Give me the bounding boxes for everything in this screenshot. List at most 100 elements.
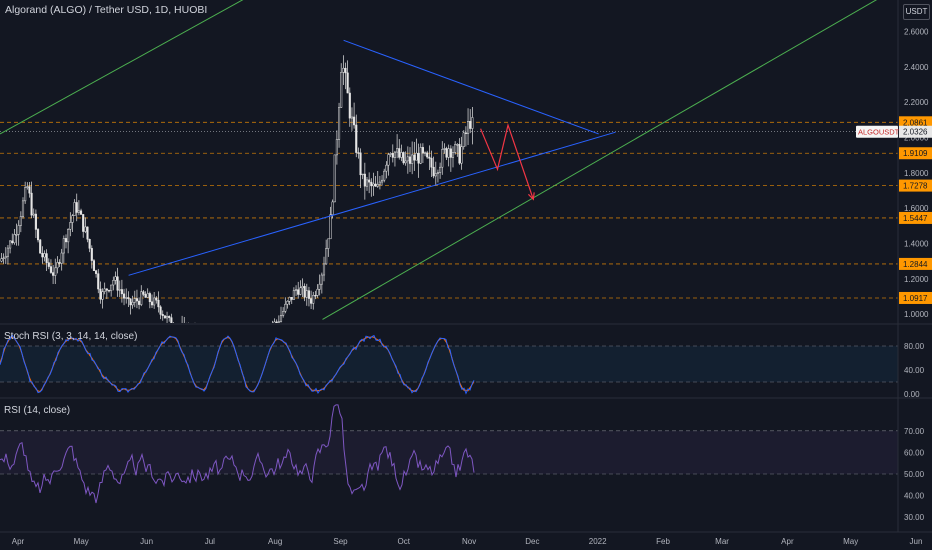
candle xyxy=(47,262,50,267)
candle xyxy=(179,330,181,331)
candle xyxy=(434,173,437,177)
candle xyxy=(275,321,278,323)
candle xyxy=(378,181,381,185)
time-tick-label: Apr xyxy=(781,537,794,546)
candle xyxy=(64,238,68,243)
candle xyxy=(441,149,444,168)
candle xyxy=(170,317,173,323)
current-price-label: 2.0326 xyxy=(903,128,928,137)
candle xyxy=(120,289,123,295)
candle xyxy=(292,290,295,300)
currency-button[interactable]: USDT xyxy=(903,4,930,20)
candle xyxy=(131,301,134,306)
candle xyxy=(129,298,132,306)
candle xyxy=(267,333,269,334)
candle xyxy=(273,321,276,323)
time-tick-label: May xyxy=(74,537,89,546)
level-badge xyxy=(899,291,932,304)
stoch-tick-label: 80.00 xyxy=(904,342,925,351)
candle xyxy=(211,338,213,345)
level-badge-label: 1.7278 xyxy=(903,182,928,191)
level-badge xyxy=(899,147,932,160)
projection-arrowhead xyxy=(527,192,535,201)
candle xyxy=(34,213,37,230)
candle xyxy=(17,225,20,235)
candle xyxy=(436,172,439,174)
time-tick-label: Jun xyxy=(140,537,153,546)
time-tick-label: May xyxy=(843,537,858,546)
candle xyxy=(2,257,5,259)
candle xyxy=(288,297,291,302)
candle xyxy=(30,192,33,216)
candle xyxy=(346,72,349,94)
candle xyxy=(372,183,375,187)
candle xyxy=(279,315,283,322)
candle xyxy=(471,117,474,129)
rsi-line xyxy=(0,404,475,504)
symbol-tag xyxy=(856,125,898,138)
candle xyxy=(282,311,285,316)
candle xyxy=(353,116,356,126)
candle xyxy=(299,287,302,295)
time-tick-label: 2022 xyxy=(589,537,607,546)
candle xyxy=(90,248,93,261)
rsi-pane xyxy=(0,404,898,504)
candle xyxy=(49,266,53,273)
candle xyxy=(248,338,250,341)
candle xyxy=(244,333,246,344)
price-tick-label: 1.6000 xyxy=(904,204,929,213)
candle xyxy=(26,186,29,188)
candle xyxy=(342,67,345,73)
time-tick-label: Feb xyxy=(656,537,670,546)
candle xyxy=(188,328,190,335)
candle xyxy=(127,297,130,300)
candle xyxy=(133,298,136,303)
candle xyxy=(365,179,369,187)
candle xyxy=(161,314,164,316)
candle xyxy=(424,152,427,154)
candle xyxy=(138,300,141,305)
candle xyxy=(350,116,353,119)
price-tick-label: 2.0000 xyxy=(904,134,929,143)
price-tick-label: 2.4000 xyxy=(904,63,929,72)
candle xyxy=(389,153,392,155)
level-badge-label: 1.0917 xyxy=(903,294,928,303)
stoch-rsi-label: Stoch RSI (3, 3, 14, 14, close) xyxy=(4,331,138,342)
candle xyxy=(86,226,89,240)
candle xyxy=(75,202,78,213)
candle xyxy=(92,260,96,271)
candle xyxy=(201,330,203,339)
candle xyxy=(125,297,128,299)
level-badge xyxy=(899,179,932,192)
candle xyxy=(216,338,218,339)
candle xyxy=(331,201,334,215)
candle xyxy=(71,215,74,223)
candle xyxy=(105,288,108,291)
candle xyxy=(88,238,91,249)
candle xyxy=(118,289,121,291)
candle xyxy=(277,321,280,323)
rsi-band xyxy=(0,430,898,474)
candle xyxy=(327,238,330,249)
candle xyxy=(144,294,147,298)
candle xyxy=(400,152,403,158)
candle xyxy=(190,328,192,334)
rsi-tick-label: 60.00 xyxy=(904,448,925,457)
candle xyxy=(265,334,267,336)
candle xyxy=(242,338,244,344)
candle xyxy=(312,295,315,304)
candle xyxy=(408,156,412,164)
candle xyxy=(214,338,216,339)
candle xyxy=(41,252,44,258)
candle xyxy=(406,156,409,162)
candle xyxy=(45,253,48,263)
stoch-k-line xyxy=(0,333,475,395)
candle xyxy=(428,156,431,159)
candle xyxy=(318,283,321,290)
candle xyxy=(246,333,248,338)
candle xyxy=(325,248,328,265)
candle xyxy=(9,240,12,249)
candle xyxy=(60,252,63,264)
candle xyxy=(447,148,450,158)
